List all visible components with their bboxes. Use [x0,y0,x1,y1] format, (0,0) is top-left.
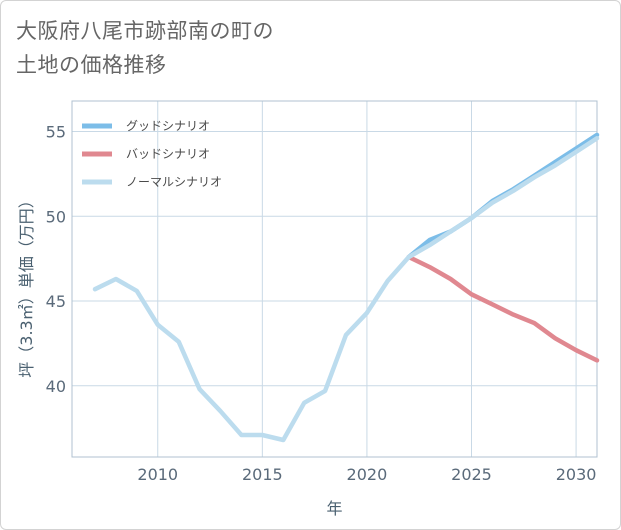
title-line-1: 大阪府八尾市跡部南の町の [16,19,274,43]
plot-area [71,100,598,458]
x-tick-labels: 2010 2015 2020 2025 2030 [137,465,596,484]
y-tick-label: 55 [46,123,66,142]
x-tick-label: 2010 [137,465,178,484]
x-tick-label: 2015 [242,465,283,484]
y-tick-labels: 40 45 50 55 [46,123,66,396]
series-line-normal [92,136,600,443]
grid-lines [72,101,597,457]
y-tick-label: 40 [46,377,66,396]
title-line-2: 土地の価格推移 [16,53,167,77]
legend-label-bad: バッドシナリオ [126,147,210,161]
chart-title: 大阪府八尾市跡部南の町の 土地の価格推移 [16,14,274,82]
y-tick-label: 45 [46,292,66,311]
x-tick-label: 2020 [347,465,388,484]
legend-label-good: グッドシナリオ [126,119,210,133]
x-tick-label: 2030 [556,465,597,484]
legend-label-normal: ノーマルシナリオ [126,175,222,189]
series-line-bad [406,254,600,363]
series-lines [92,132,600,443]
y-tick-label: 50 [46,207,66,226]
x-axis-title: 年 [326,499,342,518]
y-axis-title: 坪（3.3㎡）単価（万円） [17,192,36,377]
x-tick-label: 2025 [451,465,492,484]
